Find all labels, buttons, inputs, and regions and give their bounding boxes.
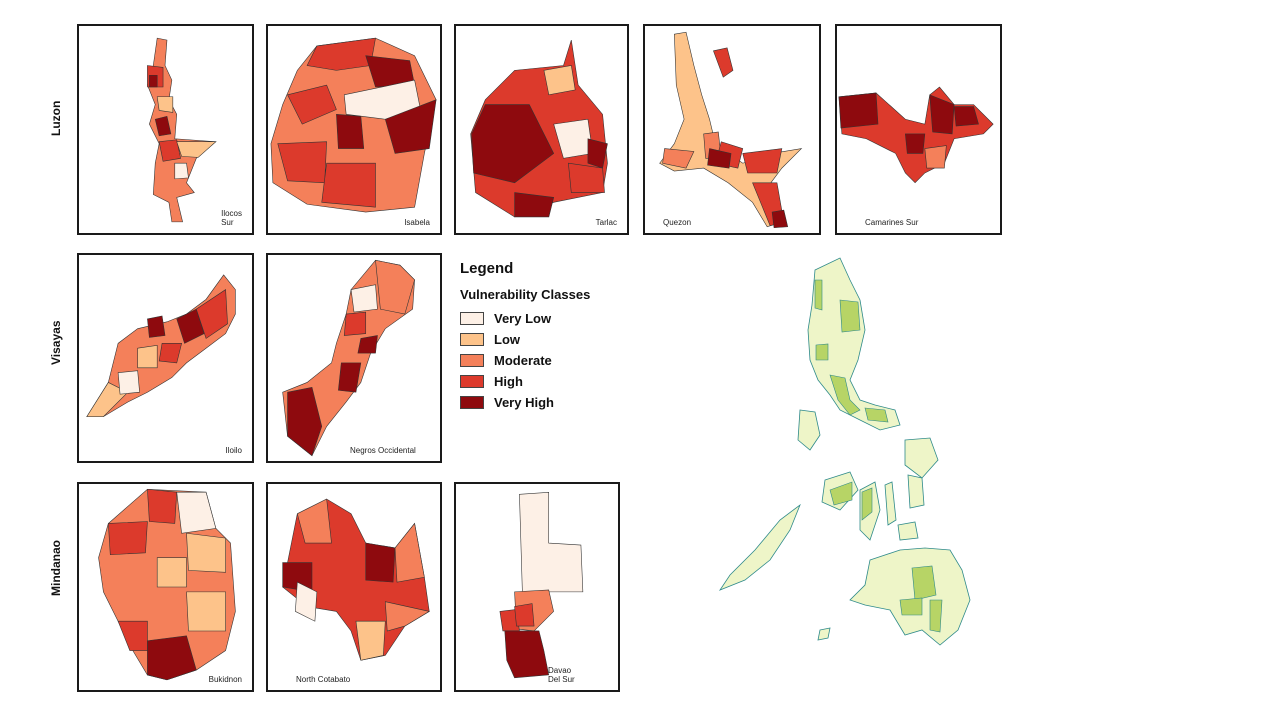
province-map-camarines-sur bbox=[838, 86, 994, 184]
island-palawan bbox=[718, 503, 801, 591]
legend-label: High bbox=[494, 374, 523, 389]
island-luzon bbox=[807, 257, 901, 431]
legend-item-moderate: Moderate bbox=[460, 350, 630, 371]
panel-label-iloilo: Iloilo bbox=[225, 446, 242, 455]
legend-item-low: Low bbox=[460, 329, 630, 350]
highlight-tarlac bbox=[815, 343, 829, 361]
philippines-overview-map bbox=[718, 257, 971, 646]
panel-label-tarlac: Tarlac bbox=[595, 218, 617, 227]
panel-camarines-sur: Camarines Sur bbox=[835, 24, 1002, 235]
highlight-isabela bbox=[839, 299, 861, 333]
panel-isabela: Isabela bbox=[266, 24, 442, 235]
highlight-negros-occidental bbox=[861, 487, 873, 521]
legend-swatch bbox=[460, 354, 484, 367]
panel-davao-del-sur: Davao Del Sur bbox=[454, 482, 620, 692]
island-bohol bbox=[897, 521, 919, 541]
legend-swatch bbox=[460, 333, 484, 346]
panel-quezon: Quezon bbox=[643, 24, 821, 235]
highlight-davao-del-sur bbox=[929, 599, 943, 633]
panel-label-quezon: Quezon bbox=[663, 218, 692, 227]
highlight-quezon bbox=[829, 374, 861, 416]
legend-swatch bbox=[460, 312, 484, 325]
island-mindoro bbox=[797, 409, 821, 451]
legend-label: Low bbox=[494, 332, 520, 347]
legend-label: Moderate bbox=[494, 353, 552, 368]
province-map-ilocos-sur bbox=[147, 37, 217, 223]
panel-label-negros-occidental: Negros Occidental bbox=[350, 446, 416, 455]
highlight-north-cotabato bbox=[899, 597, 923, 616]
island-sulu bbox=[817, 627, 831, 641]
province-map-quezon bbox=[659, 31, 803, 229]
region-label-visayas: Visayas bbox=[49, 320, 63, 366]
island-samar bbox=[904, 437, 939, 479]
province-map-davao-del-sur bbox=[499, 492, 584, 679]
highlight-ilocos-sur bbox=[814, 279, 823, 311]
province-map-isabela bbox=[270, 37, 437, 213]
region-label-mindanao: Mindanao bbox=[49, 540, 63, 596]
panel-label-bukidnon: Bukidnon bbox=[208, 675, 242, 684]
panel-ilocos-sur: Ilocos Sur bbox=[77, 24, 254, 235]
legend-item-high: High bbox=[460, 371, 630, 392]
province-map-north-cotabato bbox=[282, 498, 431, 661]
island-cebu bbox=[884, 481, 897, 526]
legend-title: Legend bbox=[460, 260, 514, 277]
panel-north-cotabato: North Cotabato bbox=[266, 482, 442, 692]
panel-label-davao-del-sur: Davao Del Sur bbox=[548, 666, 575, 684]
region-label-luzon: Luzon bbox=[49, 100, 63, 136]
legend-item-very-high: Very High bbox=[460, 392, 630, 413]
highlight-bukidnon bbox=[911, 565, 937, 601]
panel-label-camarines-sur: Camarines Sur bbox=[865, 218, 919, 227]
province-map-iloilo bbox=[86, 274, 236, 417]
panel-label-isabela: Isabela bbox=[404, 218, 430, 227]
highlight-iloilo bbox=[829, 481, 853, 506]
legend-item-very-low: Very Low bbox=[460, 308, 630, 329]
legend-swatch bbox=[460, 396, 484, 409]
legend: Legend Vulnerability Classes Very Low Lo… bbox=[460, 260, 630, 413]
highlight-camarines-sur bbox=[864, 407, 889, 423]
island-leyte bbox=[907, 474, 925, 509]
panel-negros-occidental: Negros Occidental bbox=[266, 253, 442, 463]
panel-iloilo: Iloilo bbox=[77, 253, 254, 463]
legend-label: Very High bbox=[494, 395, 554, 410]
province-map-negros-occidental bbox=[282, 259, 415, 457]
panel-tarlac: Tarlac bbox=[454, 24, 629, 235]
panel-label-ilocos-sur: Ilocos Sur bbox=[221, 209, 242, 227]
province-map-tarlac bbox=[470, 40, 608, 218]
panel-label-north-cotabato: North Cotabato bbox=[296, 675, 351, 684]
province-map-bukidnon bbox=[98, 488, 236, 681]
panel-bukidnon: Bukidnon bbox=[77, 482, 254, 692]
legend-subtitle: Vulnerability Classes bbox=[460, 287, 591, 302]
legend-swatch bbox=[460, 375, 484, 388]
legend-label: Very Low bbox=[494, 311, 552, 326]
island-mindanao bbox=[849, 547, 971, 646]
